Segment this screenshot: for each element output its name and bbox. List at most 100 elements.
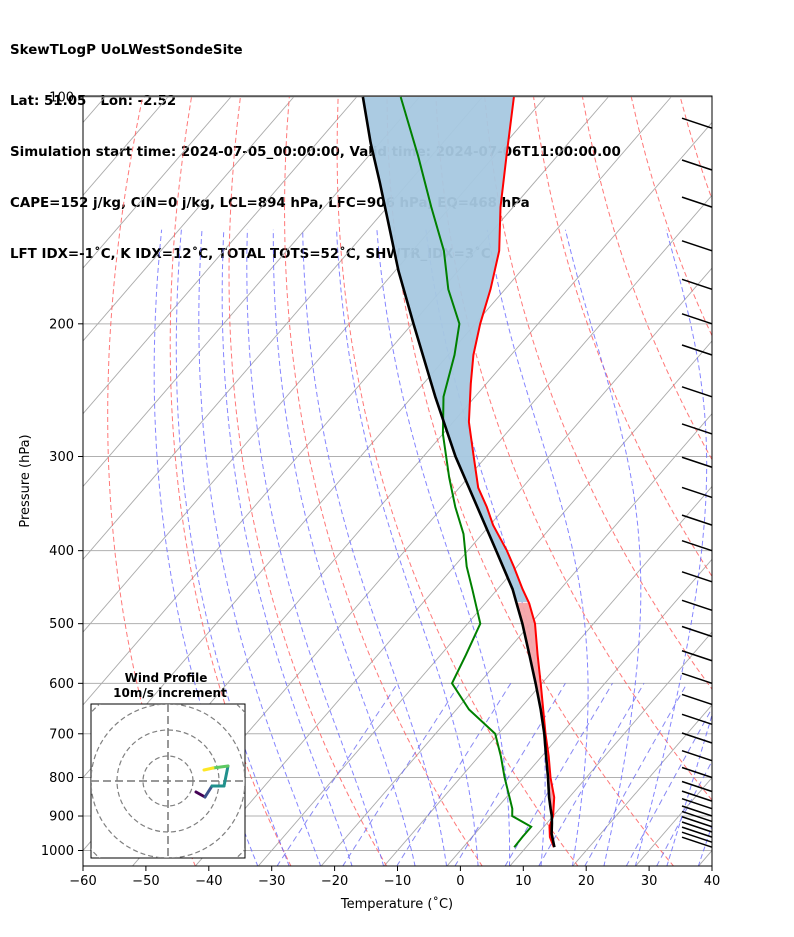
hodograph-trace xyxy=(211,764,230,770)
isotherm-line xyxy=(761,97,794,866)
mixing-ratio-line xyxy=(538,683,645,866)
isotherm-line xyxy=(509,631,712,866)
wind-barb xyxy=(681,539,713,552)
y-tick-label: 300 xyxy=(49,450,74,465)
x-tick-label: −50 xyxy=(132,874,159,889)
dry-adiabat xyxy=(729,97,794,867)
dry-adiabat xyxy=(582,96,712,461)
cape-shading xyxy=(362,97,529,602)
y-tick-label: 800 xyxy=(49,771,74,786)
dewpoint-profile xyxy=(399,96,533,848)
x-tick-label: −60 xyxy=(69,874,96,889)
dry-adiabat xyxy=(169,96,292,866)
wind-barb xyxy=(681,514,713,526)
isotherm-line xyxy=(572,704,712,866)
dry-adiabat xyxy=(484,96,712,690)
wind-barb xyxy=(681,386,713,398)
hodograph-trace xyxy=(194,790,207,799)
wind-barb xyxy=(681,693,713,706)
dry-adiabat xyxy=(336,96,579,866)
parcel-profile xyxy=(361,96,556,848)
isotherm-line xyxy=(257,340,712,866)
wind-barb xyxy=(681,826,713,838)
moist-adiabat xyxy=(697,823,712,866)
dry-adiabat xyxy=(283,96,483,866)
mixing-ratio-line xyxy=(396,683,512,866)
moist-adiabat xyxy=(175,229,290,866)
moist-adiabat xyxy=(221,229,353,866)
moist-adiabat xyxy=(634,229,708,866)
wind-barb xyxy=(681,810,713,823)
x-tick-label: 0 xyxy=(456,874,464,889)
x-axis-title: Temperature (˚C) xyxy=(340,896,453,912)
wind-barb xyxy=(681,650,713,662)
mixing-ratio-line xyxy=(454,683,566,866)
x-tick-label: 30 xyxy=(641,874,658,889)
isotherm-line xyxy=(83,96,420,488)
moist-adiabat xyxy=(272,229,416,866)
wind-barb xyxy=(681,196,713,208)
y-tick-label: 500 xyxy=(49,617,74,632)
y-tick-label: 100 xyxy=(49,91,74,106)
y-tick-label: 600 xyxy=(49,677,74,692)
wind-barb xyxy=(681,805,713,817)
x-tick-label: 40 xyxy=(704,874,721,889)
mixing-ratio-line xyxy=(276,683,399,866)
wind-barb xyxy=(681,732,713,744)
wind-barb xyxy=(681,313,713,325)
y-tick-label: 900 xyxy=(49,810,74,825)
wind-barb xyxy=(681,486,713,499)
isotherm-line xyxy=(83,96,483,560)
hodograph-trace xyxy=(203,784,214,799)
moist-adiabat xyxy=(153,229,259,866)
dry-adiabat xyxy=(630,96,712,337)
moist-adiabat xyxy=(302,229,448,866)
hodograph-trace xyxy=(202,766,215,772)
x-tick-label: −40 xyxy=(195,874,222,889)
isotherm-line xyxy=(635,777,712,866)
x-tick-label: 20 xyxy=(578,874,595,889)
wind-barb xyxy=(681,625,713,638)
mixing-ratio-line xyxy=(625,707,712,866)
mixing-ratio-line xyxy=(342,683,461,866)
temperature-profile xyxy=(467,96,556,848)
moist-adiabat xyxy=(564,229,642,866)
hodograph-trace xyxy=(222,764,230,788)
wind-barb xyxy=(681,423,713,435)
wind-barb xyxy=(681,821,713,833)
moist-adiabat xyxy=(246,229,385,866)
dry-adiabat xyxy=(228,96,388,866)
wind-barb xyxy=(681,240,713,252)
dry-adiabat xyxy=(435,96,712,801)
x-tick-label: −10 xyxy=(384,874,411,889)
isotherm-line xyxy=(698,849,712,866)
wind-barb xyxy=(681,278,713,291)
x-tick-label: 10 xyxy=(515,874,532,889)
isotherm-line xyxy=(383,485,712,866)
wind-barb xyxy=(681,117,713,129)
moist-adiabat xyxy=(666,713,712,866)
isotherm-line xyxy=(83,96,357,415)
moist-adiabat xyxy=(425,229,546,866)
location-label: Lat: 51.05 Lon: -2.52 xyxy=(10,94,177,109)
y-tick-label: 200 xyxy=(49,317,74,332)
isotherm-line xyxy=(446,558,712,866)
isotherm-line xyxy=(320,413,712,866)
y-tick-label: 1000 xyxy=(41,844,74,859)
wind-barb xyxy=(681,599,713,612)
cape-indices-label: CAPE=152 j/kg, CIN=0 j/kg, LCL=894 hPa, … xyxy=(10,196,530,211)
dry-adiabat xyxy=(778,97,794,867)
moist-adiabat xyxy=(486,229,589,866)
wind-barb xyxy=(681,816,713,828)
isotherm-line xyxy=(83,96,106,124)
wind-barb xyxy=(681,836,713,848)
wind-barb xyxy=(681,766,713,779)
wind-barb xyxy=(681,159,713,171)
y-axis-title: Pressure (hPa) xyxy=(18,434,33,527)
wind-barb xyxy=(681,571,713,583)
wind-barb xyxy=(681,456,713,468)
moist-adiabat xyxy=(336,229,479,866)
x-tick-label: −20 xyxy=(321,874,348,889)
wind-barb xyxy=(681,780,713,793)
